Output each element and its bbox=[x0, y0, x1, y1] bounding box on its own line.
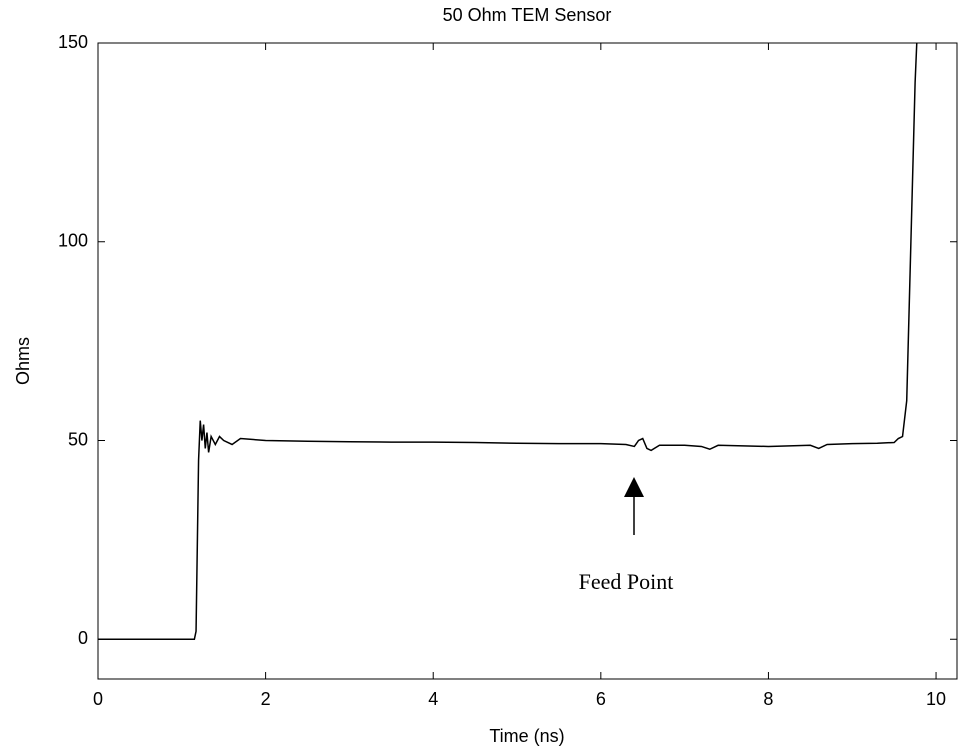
y-axis-label: Ohms bbox=[13, 337, 33, 385]
x-tick-label: 6 bbox=[596, 689, 606, 709]
line-series bbox=[98, 42, 918, 640]
annotation: Feed Point bbox=[579, 569, 674, 594]
y-tick-label: 100 bbox=[58, 231, 88, 251]
y-tick-label: 50 bbox=[68, 429, 88, 449]
x-tick-label: 8 bbox=[763, 689, 773, 709]
x-tick-label: 0 bbox=[93, 689, 103, 709]
chart-title: 50 Ohm TEM Sensor bbox=[443, 5, 612, 25]
x-tick-label: 4 bbox=[428, 689, 438, 709]
arrow-head bbox=[624, 477, 644, 497]
x-axis-label: Time (ns) bbox=[489, 726, 564, 746]
x-tick-label: 2 bbox=[261, 689, 271, 709]
y-tick-label: 0 bbox=[78, 628, 88, 648]
plot-frame bbox=[97, 42, 958, 680]
x-tick-label: 10 bbox=[926, 689, 946, 709]
y-tick-label: 150 bbox=[58, 32, 88, 52]
